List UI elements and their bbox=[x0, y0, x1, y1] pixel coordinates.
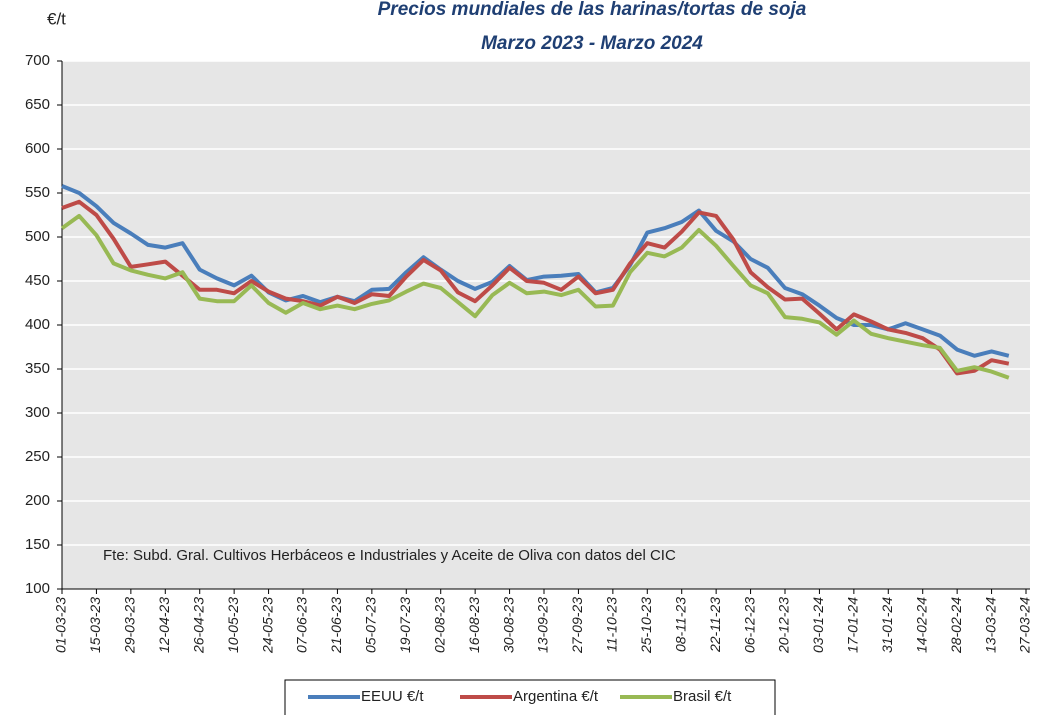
y-tick-label: 600 bbox=[25, 140, 50, 157]
x-tick-label: 21-06-23 bbox=[328, 597, 344, 654]
x-tick-label: 31-01-24 bbox=[879, 597, 895, 653]
x-tick-label: 27-03-24 bbox=[1017, 597, 1033, 654]
x-tick-label: 22-11-23 bbox=[707, 597, 723, 653]
x-tick-label: 03-01-24 bbox=[810, 597, 826, 653]
y-tick-label: 700 bbox=[25, 52, 50, 69]
series-line bbox=[60, 213, 1010, 380]
legend-label: Brasil €/t bbox=[673, 688, 732, 705]
x-tick-label: 19-07-23 bbox=[397, 597, 413, 653]
x-tick-label: 25-10-23 bbox=[638, 597, 654, 654]
chart-subtitle: Marzo 2023 - Marzo 2024 bbox=[481, 33, 703, 54]
x-tick-label: 06-12-23 bbox=[741, 597, 757, 653]
x-tick-label: 20-12-23 bbox=[776, 597, 792, 654]
annotation: Fte: Subd. Gral. Cultivos Herbáceos e In… bbox=[103, 547, 676, 564]
y-tick-label: 200 bbox=[25, 492, 50, 509]
chart-title: Precios mundiales de las harinas/tortas … bbox=[378, 0, 807, 20]
x-tick-label: 29-03-23 bbox=[122, 597, 138, 654]
x-tick-label: 24-05-23 bbox=[259, 597, 275, 654]
x-tick-label: 11-10-23 bbox=[604, 597, 620, 652]
x-tick-label: 12-04-23 bbox=[156, 597, 172, 653]
x-tick-label: 08-11-23 bbox=[672, 597, 688, 652]
x-tick-label: 17-01-24 bbox=[845, 597, 861, 653]
series-line bbox=[61, 199, 1010, 376]
y-tick-label: 350 bbox=[25, 360, 50, 377]
x-tick-label: 27-09-23 bbox=[569, 597, 585, 654]
x-tick-label: 02-08-23 bbox=[431, 597, 447, 653]
y-tick-label: 550 bbox=[25, 184, 50, 201]
y-tick-label: 300 bbox=[25, 404, 50, 421]
y-tick-label: 500 bbox=[25, 228, 50, 245]
y-tick-label: 650 bbox=[25, 96, 50, 113]
x-tick-label: 26-04-23 bbox=[190, 597, 206, 654]
y-tick-label: 450 bbox=[25, 272, 50, 289]
y-axis-label: €/t bbox=[47, 9, 66, 28]
x-tick-label: 13-09-23 bbox=[535, 597, 551, 653]
x-tick-label: 28-02-24 bbox=[948, 597, 964, 654]
x-tick-label: 10-05-23 bbox=[225, 597, 241, 653]
x-tick-label: 01-03-23 bbox=[53, 597, 69, 653]
y-tick-label: 250 bbox=[25, 448, 50, 465]
legend-label: EEUU €/t bbox=[361, 688, 424, 705]
x-tick-label: 30-08-23 bbox=[500, 597, 516, 653]
x-tick-label: 16-08-23 bbox=[466, 597, 482, 653]
x-tick-label: 07-06-23 bbox=[294, 597, 310, 653]
x-tick-label: 15-03-23 bbox=[87, 597, 103, 653]
y-tick-label: 400 bbox=[25, 316, 50, 333]
x-tick-label: 14-02-24 bbox=[913, 597, 929, 653]
legend-box bbox=[284, 679, 776, 715]
y-tick-label: 150 bbox=[25, 536, 50, 553]
y-tick-label: 100 bbox=[25, 580, 50, 597]
x-tick-label: 05-07-23 bbox=[363, 597, 379, 653]
x-tick-label: 13-03-24 bbox=[982, 597, 998, 653]
legend-label: Argentina €/t bbox=[513, 688, 599, 705]
